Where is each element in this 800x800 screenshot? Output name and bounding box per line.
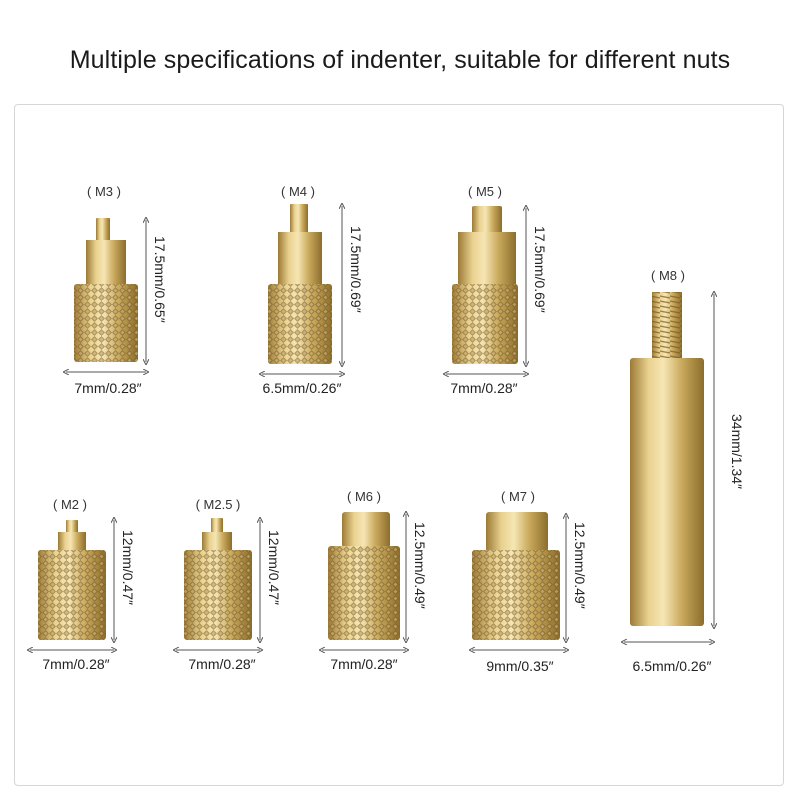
product-frame — [14, 104, 784, 786]
indenter-m2 — [30, 520, 114, 650]
m8-size-label: ( M8 ) — [651, 268, 685, 283]
m2-5-height-label: 12mm/0.47″ — [266, 530, 282, 605]
indenter-m2-5 — [176, 518, 260, 650]
m2-width-label: 7mm/0.28″ — [42, 656, 110, 672]
m6-size-label: ( M6 ) — [347, 489, 381, 504]
m6-width-label: 7mm/0.28″ — [330, 656, 398, 672]
m8-height-label: 34mm/1.34″ — [729, 414, 745, 489]
m7-height-label: 12.5mm/0.49″ — [572, 522, 588, 609]
m3-width-label: 7mm/0.28″ — [74, 380, 142, 396]
m4-height-label: 17.5mm/0.69″ — [348, 226, 364, 313]
indenter-m3 — [66, 218, 146, 372]
page-title: Multiple specifications of indenter, sui… — [69, 46, 731, 74]
m2-5-size-label: ( M2.5 ) — [195, 497, 241, 512]
m2-size-label: ( M2 ) — [53, 497, 87, 512]
indenter-m7 — [472, 512, 566, 650]
m5-height-label: 17.5mm/0.69″ — [532, 226, 548, 313]
m5-size-label: ( M5 ) — [468, 184, 502, 199]
indenter-m5 — [446, 206, 526, 374]
m2-5-width-label: 7mm/0.28″ — [188, 656, 256, 672]
indenter-m6 — [322, 512, 406, 650]
m8-width-label: 6.5mm/0.26″ — [632, 658, 712, 674]
m4-size-label: ( M4 ) — [281, 184, 315, 199]
m7-size-label: ( M7 ) — [501, 489, 535, 504]
indenter-m4 — [262, 204, 342, 374]
m3-size-label: ( M3 ) — [87, 184, 121, 199]
m5-width-label: 7mm/0.28″ — [450, 380, 518, 396]
m3-height-label: 17.5mm/0.65″ — [152, 236, 168, 323]
m4-width-label: 6.5mm/0.26″ — [262, 380, 342, 396]
indenter-m8 — [624, 292, 714, 642]
m2-height-label: 12mm/0.47″ — [120, 530, 136, 605]
m7-width-label: 9mm/0.35″ — [486, 658, 554, 674]
m6-height-label: 12.5mm/0.49″ — [412, 522, 428, 609]
